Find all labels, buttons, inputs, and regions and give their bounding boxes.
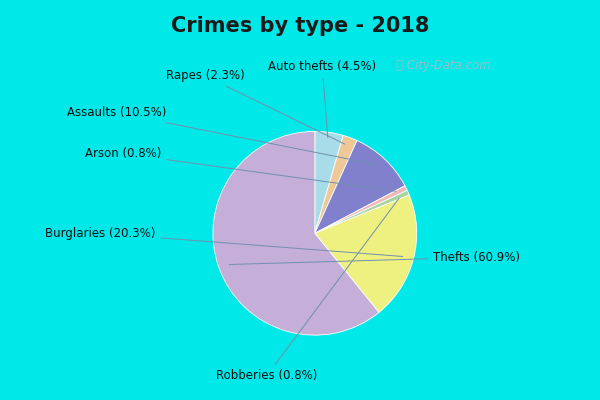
Text: Crimes by type - 2018: Crimes by type - 2018 <box>171 16 429 36</box>
Text: Burglaries (20.3%): Burglaries (20.3%) <box>45 227 403 256</box>
Text: Rapes (2.3%): Rapes (2.3%) <box>166 69 345 144</box>
Text: ⓘ City-Data.com: ⓘ City-Data.com <box>396 58 491 72</box>
Text: Robberies (0.8%): Robberies (0.8%) <box>216 198 399 382</box>
Wedge shape <box>315 140 405 233</box>
Wedge shape <box>315 186 407 233</box>
Wedge shape <box>315 131 343 233</box>
Wedge shape <box>315 195 417 312</box>
Wedge shape <box>315 190 409 233</box>
Text: Auto thefts (4.5%): Auto thefts (4.5%) <box>268 60 376 138</box>
Text: Assaults (10.5%): Assaults (10.5%) <box>67 106 376 164</box>
Text: Thefts (60.9%): Thefts (60.9%) <box>229 251 520 264</box>
Text: Arson (0.8%): Arson (0.8%) <box>85 147 396 191</box>
Wedge shape <box>315 136 357 233</box>
Wedge shape <box>213 131 379 335</box>
